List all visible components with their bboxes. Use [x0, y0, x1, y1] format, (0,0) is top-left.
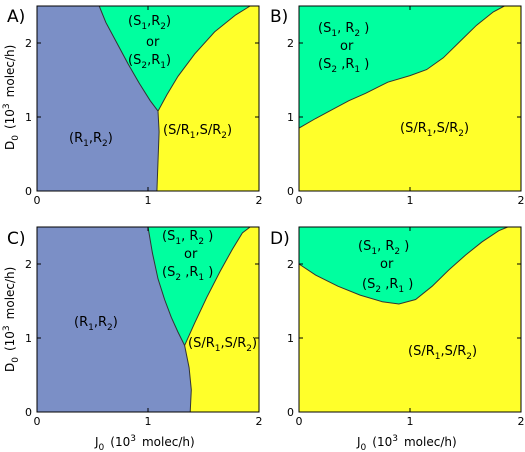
panel-a-label-or: or — [146, 35, 160, 50]
panel-d-boundary-swap-vs-sr — [298, 226, 508, 305]
panel-d-ytick-label: 0 — [287, 406, 294, 419]
panel-b-label: B) — [270, 7, 288, 27]
panel-b-ytick-label: 0 — [287, 185, 294, 198]
panel-d-xtick-label: 1 — [407, 415, 414, 428]
panel-d-label: D) — [270, 229, 290, 249]
panel-d-region-swap — [299, 227, 508, 304]
panel-b-ytick-label: 1 — [287, 111, 294, 124]
panel-c-label-sr: (S/R1,S/R2) — [188, 336, 257, 354]
panel-a-boundary-swap-vs-sr — [157, 5, 251, 112]
panel-c-label-or: or — [184, 247, 198, 262]
panel-a-region-r1r2 — [37, 6, 160, 191]
panel-b-region-sr — [299, 6, 521, 191]
panel-b-region-swap — [299, 6, 505, 129]
panel-a-ytick-label: 2 — [25, 37, 32, 50]
panel-a-xtick-label: 0 — [34, 194, 41, 207]
panel-a-label-swap-top: (S1,R2) — [128, 14, 171, 32]
panel-a-ytick-label: 1 — [25, 111, 32, 124]
panel-d-ytick-label: 2 — [287, 258, 294, 271]
panel-c-xtick-label: 0 — [34, 415, 41, 428]
panel-b-xtick-label: 1 — [407, 194, 414, 207]
panel-b-boundary-swap-vs-sr — [298, 5, 505, 129]
panel-a-ytick-label: 0 — [25, 185, 32, 198]
panel-b-label-swap-bottom: (S2 ,R1 ) — [318, 57, 369, 75]
panel-c-label: C) — [7, 229, 26, 249]
panel-c-boundary-r1r2-vs-sr — [184, 345, 192, 413]
panel-c-ytick-label: 1 — [25, 332, 32, 345]
panel-d-label-swap-bottom: (S2 ,R1 ) — [362, 277, 413, 295]
panel-d: 0 1 2 0 1 2 D) (S1, R2 ) or (S2 ,R1 ) (S/R1,S… — [270, 226, 525, 428]
panel-a-xtick-label: 1 — [145, 194, 152, 207]
panel-d-region-sr — [299, 227, 521, 412]
panel-c-region-sr — [184, 227, 259, 412]
panel-b-label-or: or — [340, 39, 354, 54]
panel-d-label-swap-top: (S1, R2 ) — [358, 239, 409, 257]
panel-c-ytick-label: 2 — [25, 258, 32, 271]
panel-a-boundary-r1r2-vs-swap — [98, 5, 159, 112]
x-axis-label-right: J0 (103 molec/h) — [356, 434, 457, 452]
panel-c-ytick-label: 0 — [25, 406, 32, 419]
panel-d-xtick-label: 0 — [296, 415, 303, 428]
panel-b-xtick-label: 0 — [296, 194, 303, 207]
panel-d-ytick-label: 1 — [287, 332, 294, 345]
panel-b: 0 1 2 0 1 2 B) (S1, R2 ) or (S2 ,R1 ) (S/R1,S… — [270, 5, 525, 207]
panel-a-label-sr: (S/R1,S/R2) — [163, 123, 232, 141]
panel-d-xtick-label: 2 — [518, 415, 525, 428]
panel-c-region-r1r2 — [37, 227, 192, 412]
panel-b-label-sr: (S/R1,S/R2) — [400, 121, 469, 139]
x-axis-label: J0 (103 molec/h) — [94, 434, 195, 452]
panel-a-label: A) — [7, 7, 25, 27]
panel-d-label-or: or — [380, 257, 394, 272]
y-axis-label-bottom: D0(103molec/h) — [2, 267, 21, 372]
panel-d-label-sr: (S/R1,S/R2) — [408, 344, 477, 362]
panel-a: 0 1 2 0 1 2 A) (R1,R2) (S/R1,S/R2) (S1,R2) or… — [7, 5, 263, 207]
panel-a-xtick-label: 2 — [256, 194, 263, 207]
panel-c-label-swap-bottom: (S2 ,R1 ) — [162, 265, 213, 283]
panel-c-label-swap-top: (S1, R2 ) — [162, 229, 213, 247]
panel-c-label-r1r2: (R1,R2) — [74, 315, 118, 333]
panel-c-xtick-label: 2 — [256, 415, 263, 428]
panel-a-region-sr — [156, 6, 259, 191]
panel-c-boundary-r1r2-vs-swap — [147, 226, 186, 346]
panel-a-boundary-r1r2-vs-sr — [156, 111, 160, 192]
panel-a-label-swap-bottom: (S2,R1) — [128, 53, 171, 71]
panel-c-xtick-label: 1 — [145, 415, 152, 428]
panel-b-label-swap-top: (S1, R2 ) — [318, 21, 369, 39]
panel-c-region-swap — [148, 227, 251, 346]
panel-a-region-swap — [99, 6, 251, 112]
panel-c-boundary-swap-vs-sr — [184, 226, 251, 346]
panel-b-ytick-label: 2 — [287, 37, 294, 50]
panel-a-label-r1r2: (R1,R2) — [69, 131, 113, 149]
y-axis-label-top: D0(103molec/h) — [2, 45, 21, 150]
panel-b-xtick-label: 2 — [518, 194, 525, 207]
